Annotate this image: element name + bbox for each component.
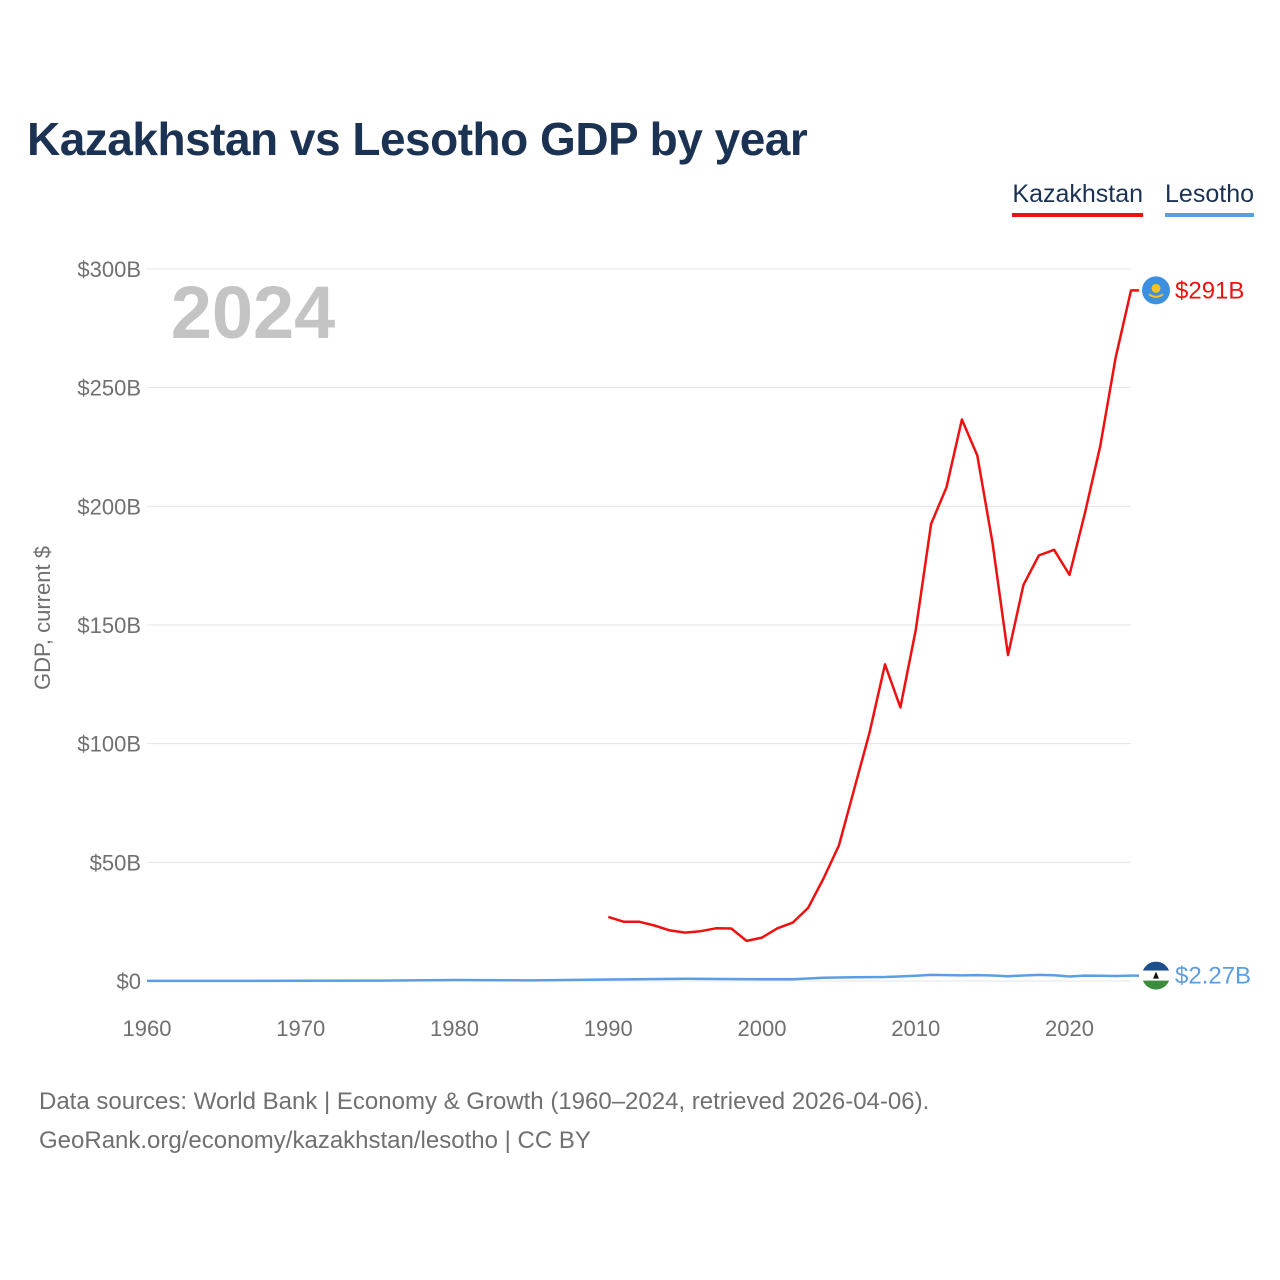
x-tick-label: 1990 (584, 1016, 633, 1041)
y-axis-ticks: $0 $50B $100B $150B $200B $250B $300B (77, 257, 141, 994)
x-tick-label: 2010 (891, 1016, 940, 1041)
end-markers: $291B $2.27B (1142, 276, 1251, 990)
legend: Kazakhstan Lesotho (1012, 180, 1254, 217)
x-tick-label: 1980 (430, 1016, 479, 1041)
x-axis-ticks: 1960 1970 1980 1990 2000 2010 2020 (123, 1016, 1094, 1041)
y-tick-label: $50B (90, 850, 141, 875)
y-tick-label: $0 (117, 969, 141, 994)
y-tick-label: $200B (77, 494, 141, 519)
y-tick-label: $250B (77, 376, 141, 401)
x-tick-label: 2000 (738, 1016, 787, 1041)
lesotho-flag-icon (1142, 961, 1170, 990)
legend-item-lesotho[interactable]: Lesotho (1165, 180, 1254, 217)
end-value-label-lesotho: $2.27B (1175, 963, 1251, 990)
end-value-label-kazakhstan: $291B (1175, 277, 1244, 304)
y-tick-label: $300B (77, 257, 141, 282)
y-tick-label: $100B (77, 732, 141, 757)
series-lines (147, 289, 1139, 983)
x-tick-label: 1960 (123, 1016, 172, 1041)
year-watermark: 2024 (171, 271, 336, 354)
x-tick-label: 1970 (276, 1016, 325, 1041)
legend-item-kazakhstan[interactable]: Kazakhstan (1012, 180, 1144, 217)
chart-title: Kazakhstan vs Lesotho GDP by year (27, 113, 808, 165)
kazakhstan-flag-icon (1142, 276, 1170, 305)
gridlines (147, 268, 1131, 982)
series-line-lesotho[interactable] (147, 973, 1139, 983)
footer: Data sources: World Bank | Economy & Gro… (39, 1082, 929, 1160)
data-source-text: Data sources: World Bank | Economy & Gro… (39, 1088, 930, 1115)
series-line-kazakhstan[interactable] (607, 289, 1139, 943)
y-tick-label: $150B (77, 613, 141, 638)
y-axis-label: GDP, current $ (30, 546, 55, 690)
attribution-text: GeoRank.org/economy/kazakhstan/lesotho |… (39, 1127, 591, 1154)
x-tick-label: 2020 (1045, 1016, 1094, 1041)
